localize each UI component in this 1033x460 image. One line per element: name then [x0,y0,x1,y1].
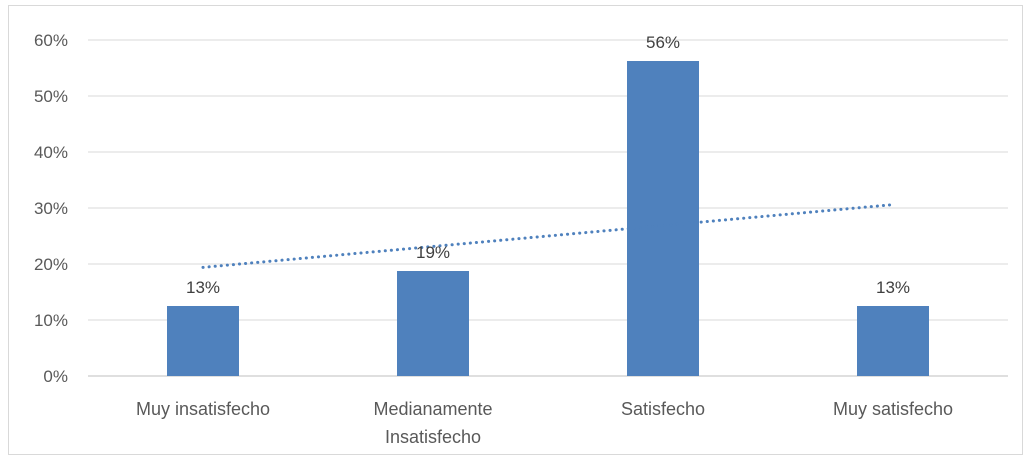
data-labels: 13% 19% 56% 13% [186,33,910,297]
trendline [201,203,895,269]
x-axis: Muy insatisfecho Medianamente Insatisfecho… [136,399,953,447]
y-tick-label: 50% [34,87,68,106]
y-tick-label: 0% [43,367,68,386]
y-axis: 0% 10% 20% 30% 40% 50% 60% [34,31,1008,386]
x-category-label: Insatisfecho [385,427,481,447]
chart-frame [8,5,1023,455]
x-category-label: Muy satisfecho [833,399,953,419]
bar [857,306,929,376]
x-category-label: Satisfecho [621,399,705,419]
y-tick-label: 40% [34,143,68,162]
x-category-label: Medianamente [373,399,492,419]
data-label: 19% [416,243,450,262]
bar [397,271,469,376]
y-tick-label: 10% [34,311,68,330]
trendline-line [201,203,895,269]
x-category-label: Muy insatisfecho [136,399,270,419]
bar [167,306,239,376]
y-tick-label: 60% [34,31,68,50]
gridlines [88,39,1008,321]
bars [167,61,929,376]
bar [627,61,699,376]
y-tick-label: 30% [34,199,68,218]
data-label: 56% [646,33,680,52]
y-tick-label: 20% [34,255,68,274]
data-label: 13% [876,278,910,297]
data-label: 13% [186,278,220,297]
